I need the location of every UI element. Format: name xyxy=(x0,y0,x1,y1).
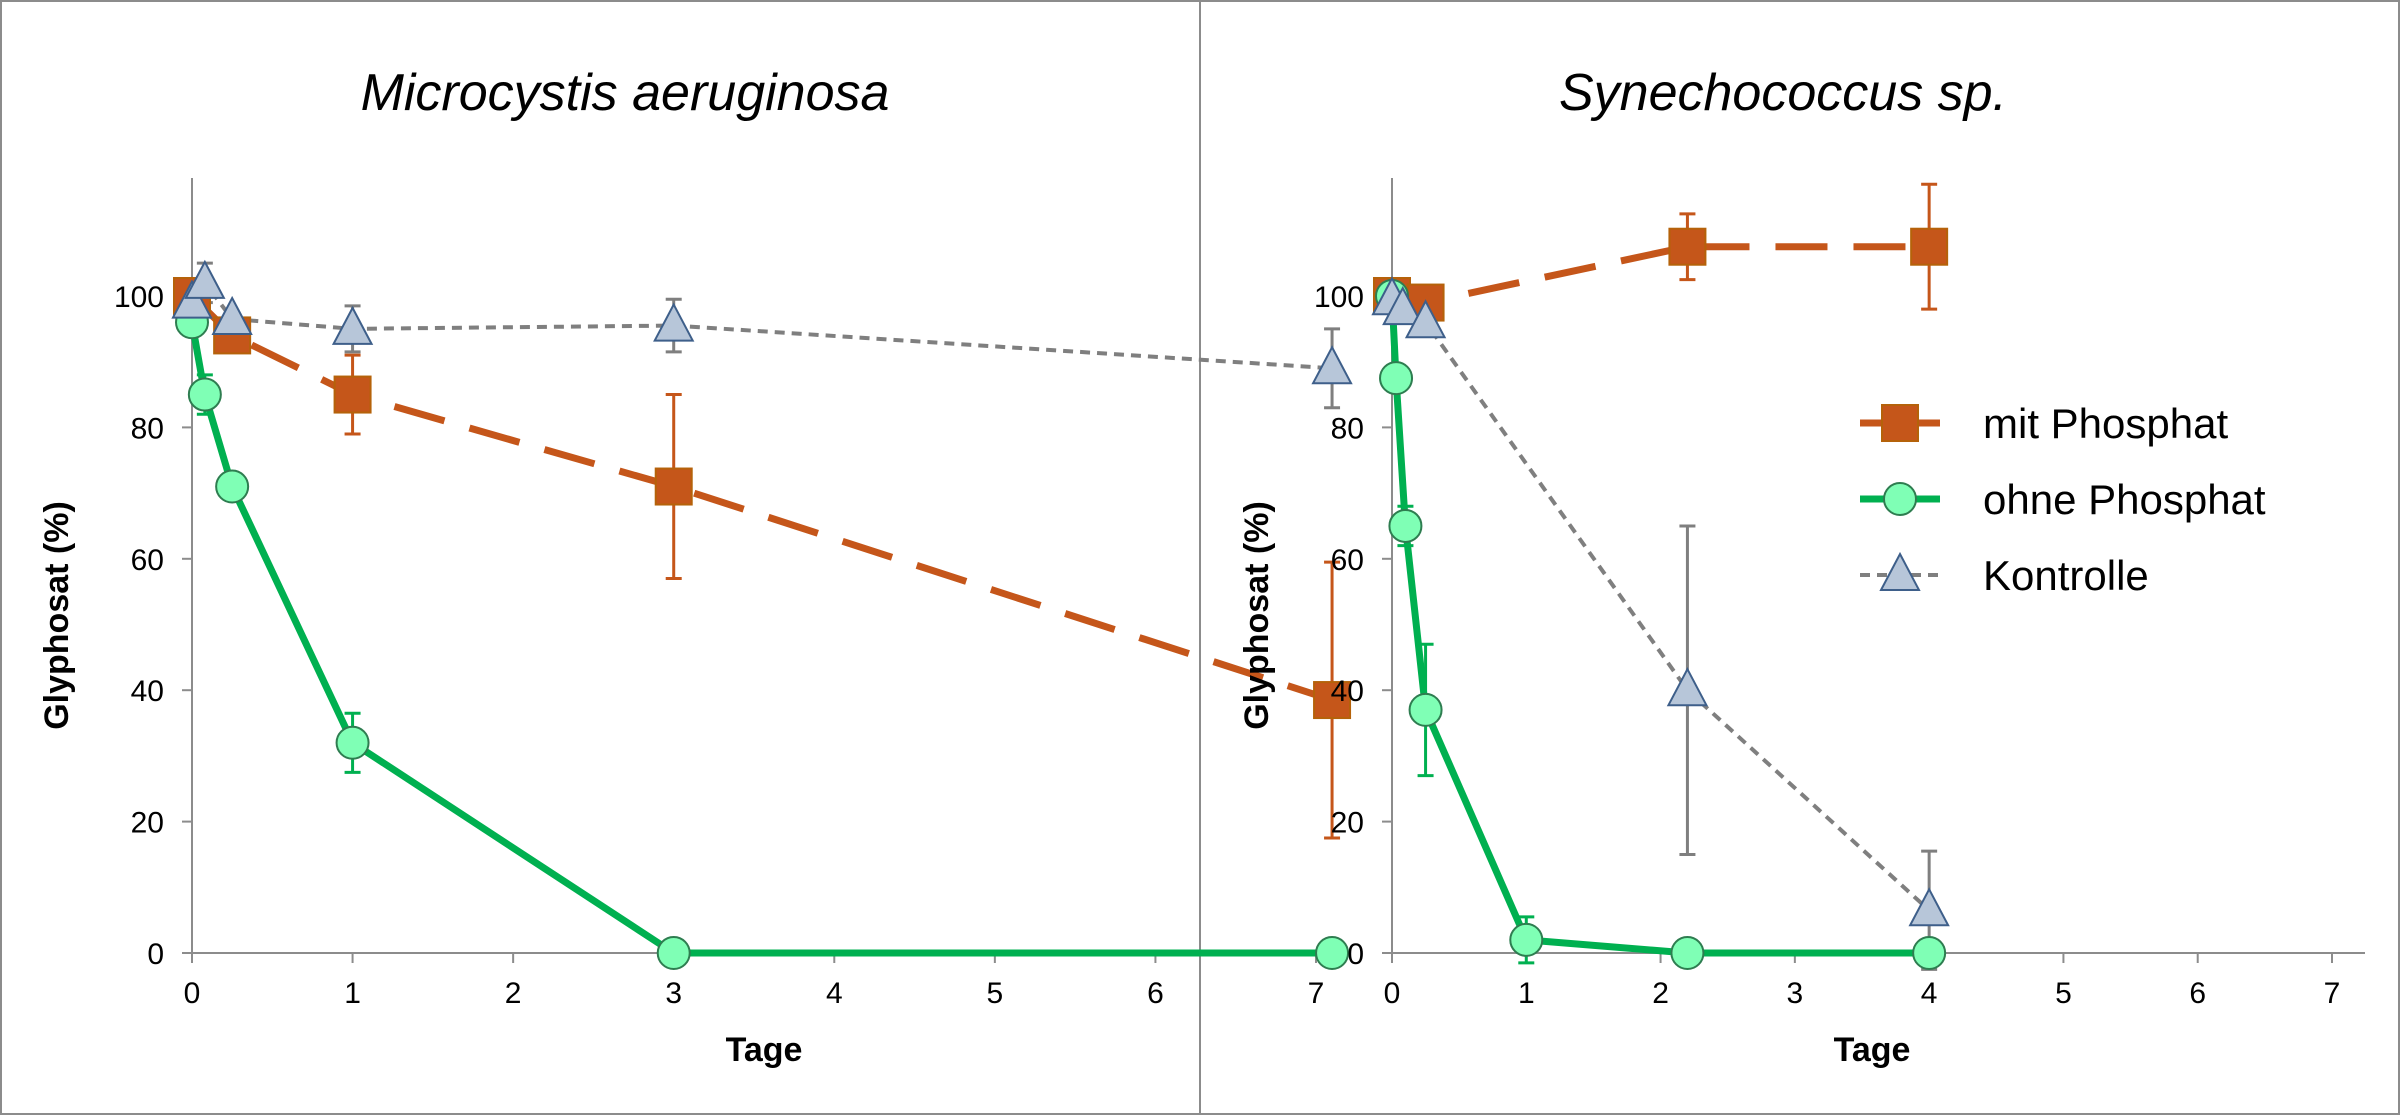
synechococcus-circle-series-marker-6 xyxy=(1912,936,1947,970)
y-tick-label: 0 xyxy=(147,938,164,971)
x-axis-label: Tage xyxy=(1834,1031,1911,1069)
x-axis-label: Tage xyxy=(726,1031,803,1069)
legend-item-square: mit Phosphat xyxy=(1860,400,2228,447)
microcystis-square-series-marker-4 xyxy=(1313,681,1352,720)
y-tick-label: 40 xyxy=(131,675,164,708)
microcystis-triangle-series-marker-5 xyxy=(1311,345,1353,385)
y-tick-label: 60 xyxy=(131,544,164,577)
x-tick-label: 0 xyxy=(1384,977,1401,1010)
microcystis-square-series-marker-2 xyxy=(333,375,372,414)
legend-marker-2 xyxy=(1879,551,1921,591)
x-tick-label: 7 xyxy=(2324,977,2341,1010)
synechococcus-square-series-marker-3 xyxy=(1910,227,1949,266)
chart-panel-microcystis: Microcystis aeruginosa 0 1 2 3 4 5 6 7 0 20 40 60 80 1… xyxy=(38,64,1353,1069)
x-tick-label: 6 xyxy=(2189,977,2206,1010)
chart-panel-synechococcus: Synechococcus sp.0 1 2 3 4 5 6 7020406080100Tag… xyxy=(1238,64,2365,1069)
x-tick-label: 1 xyxy=(1518,977,1535,1010)
synechococcus-circle-series-marker-4 xyxy=(1509,922,1544,957)
synechococcus-square-series-marker-2 xyxy=(1668,227,1707,266)
microcystis-triangle-series-marker-4 xyxy=(653,302,695,342)
legend: mit Phosphat ohne Phosphat Kontrolle xyxy=(1860,400,2266,599)
synechococcus-circle-series-marker-1 xyxy=(1379,361,1414,396)
microcystis-triangle-series-marker-2 xyxy=(211,295,253,335)
microcystis-circle-series-marker-3 xyxy=(335,725,370,760)
x-tick-label: 5 xyxy=(2055,977,2072,1010)
y-tick-label: 100 xyxy=(1314,281,1364,314)
legend-item-triangle: Kontrolle xyxy=(1860,551,2149,599)
chart-title: Synechococcus sp. xyxy=(1559,64,2007,122)
y-tick-label: 100 xyxy=(114,281,164,314)
y-tick-label: 80 xyxy=(1331,412,1364,445)
legend-label: ohne Phosphat xyxy=(1983,476,2266,523)
x-tick-label: 4 xyxy=(826,977,843,1010)
y-tick-label: 80 xyxy=(131,412,164,445)
x-tick-label: 4 xyxy=(1921,977,1938,1010)
y-tick-label: 20 xyxy=(131,807,164,840)
microcystis-circle-series-marker-2 xyxy=(215,469,250,504)
y-axis-label: Glyphosat (%) xyxy=(1238,501,1276,730)
y-tick-label: 0 xyxy=(1347,938,1364,971)
microcystis-triangle-series-marker-3 xyxy=(331,305,374,345)
y-tick-label: 60 xyxy=(1331,544,1364,577)
legend-marker-1 xyxy=(1883,482,1917,516)
microcystis-triangle-series-marker-0 xyxy=(171,279,213,319)
microcystis-circle-series-marker-1 xyxy=(187,377,222,412)
microcystis-circle-series-marker-5 xyxy=(1315,936,1350,970)
synechococcus-triangle-series-marker-2 xyxy=(1404,299,1447,339)
synechococcus-triangle-series-marker-4 xyxy=(1908,887,1950,927)
legend-label: Kontrolle xyxy=(1983,552,2149,599)
x-tick-label: 2 xyxy=(505,977,522,1010)
x-tick-label: 1 xyxy=(344,977,361,1010)
synechococcus-circle-series-marker-5 xyxy=(1670,936,1705,970)
x-tick-label: 0 xyxy=(184,977,201,1010)
microcystis-circle-series-marker-4 xyxy=(656,936,691,970)
legend-label: mit Phosphat xyxy=(1983,400,2228,447)
synechococcus-circle-series-marker-3 xyxy=(1408,692,1443,727)
microcystis-square-series-marker-3 xyxy=(654,467,693,506)
x-tick-label: 5 xyxy=(987,977,1004,1010)
y-tick-label: 40 xyxy=(1331,675,1364,708)
synechococcus-circle-series-marker-2 xyxy=(1388,508,1423,543)
x-tick-label: 2 xyxy=(1652,977,1669,1010)
legend-item-circle: ohne Phosphat xyxy=(1860,476,2266,523)
y-tick-label: 20 xyxy=(1331,807,1364,840)
x-tick-label: 6 xyxy=(1147,977,1164,1010)
x-tick-label: 7 xyxy=(1308,977,1325,1010)
y-axis-label: Glyphosat (%) xyxy=(38,501,76,730)
synechococcus-triangle-series-marker-3 xyxy=(1666,667,1709,707)
legend-marker-0 xyxy=(1881,404,1919,442)
x-tick-label: 3 xyxy=(665,977,682,1010)
x-tick-label: 3 xyxy=(1787,977,1804,1010)
chart-title: Microcystis aeruginosa xyxy=(361,64,890,122)
synechococcus-triangle-series-marker-1 xyxy=(1382,285,1424,326)
microcystis-triangle-series-marker-1 xyxy=(184,259,226,299)
